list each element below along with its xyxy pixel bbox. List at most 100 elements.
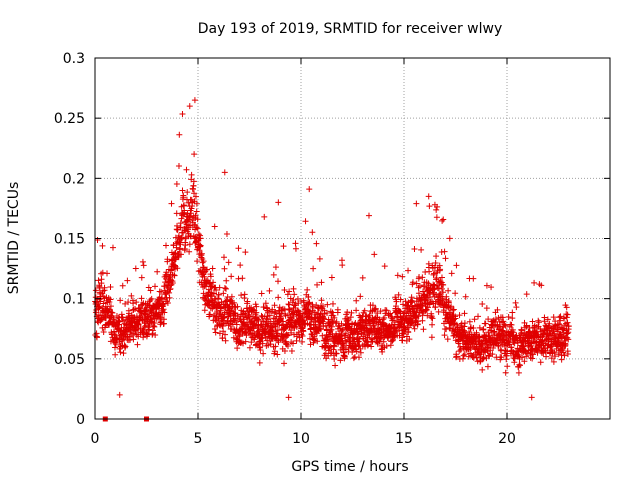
data-point xyxy=(272,309,279,316)
data-point xyxy=(338,335,345,342)
data-point xyxy=(483,282,490,289)
data-point xyxy=(359,274,366,281)
data-point xyxy=(306,308,313,315)
y-tick-label: 0.05 xyxy=(54,352,85,368)
data-point xyxy=(328,274,335,281)
data-point xyxy=(128,292,135,299)
data-point xyxy=(216,330,223,337)
y-tick-label: 0 xyxy=(76,412,85,428)
data-point xyxy=(292,240,299,247)
data-point xyxy=(107,338,114,345)
data-point xyxy=(234,303,241,310)
data-point xyxy=(439,289,446,296)
data-point xyxy=(329,300,336,307)
data-point xyxy=(228,273,235,280)
data-point xyxy=(535,319,542,326)
data-point xyxy=(255,316,262,323)
data-point xyxy=(556,314,563,321)
data-point xyxy=(274,327,281,334)
data-point xyxy=(509,309,516,316)
data-point xyxy=(154,268,161,275)
data-point xyxy=(295,308,302,315)
data-point xyxy=(342,330,349,337)
data-point xyxy=(564,311,571,318)
data-point xyxy=(238,292,245,299)
data-point xyxy=(416,283,423,290)
data-point xyxy=(318,279,325,286)
data-point xyxy=(160,306,167,313)
data-point xyxy=(286,301,293,308)
data-point xyxy=(250,306,257,313)
data-point xyxy=(544,344,551,351)
data-point xyxy=(221,284,228,291)
data-point xyxy=(500,318,507,325)
data-point xyxy=(223,301,230,308)
data-point xyxy=(310,265,317,272)
data-point xyxy=(513,304,520,311)
data-point xyxy=(446,235,453,242)
data-point xyxy=(209,265,216,272)
data-point xyxy=(117,297,124,304)
data-point xyxy=(397,296,404,303)
data-point xyxy=(340,349,347,356)
data-point xyxy=(313,240,320,247)
data-point xyxy=(319,303,326,310)
outlier-point xyxy=(285,394,292,401)
data-point xyxy=(241,310,248,317)
data-point xyxy=(244,298,251,305)
data-point xyxy=(272,323,279,330)
data-point xyxy=(211,223,218,230)
data-point xyxy=(562,342,569,349)
data-point xyxy=(109,309,116,316)
data-point xyxy=(189,217,196,224)
data-point xyxy=(219,334,226,341)
data-point xyxy=(430,271,437,278)
data-point xyxy=(432,304,439,310)
data-point xyxy=(497,323,504,330)
data-point xyxy=(537,359,544,366)
data-point xyxy=(130,300,137,307)
outlier-point xyxy=(425,193,432,200)
data-point xyxy=(445,287,452,294)
data-point xyxy=(471,316,478,323)
data-point xyxy=(390,317,397,324)
data-point xyxy=(305,300,312,307)
data-point xyxy=(385,335,392,342)
data-point xyxy=(150,323,157,330)
data-point xyxy=(352,342,359,349)
data-point xyxy=(281,347,288,354)
x-tick-label: 5 xyxy=(194,431,203,447)
data-point xyxy=(448,270,455,277)
data-point xyxy=(435,285,442,292)
data-point xyxy=(429,315,436,322)
data-point xyxy=(544,316,551,323)
y-tick-label: 0.25 xyxy=(54,111,85,127)
data-point xyxy=(338,320,345,327)
data-point xyxy=(146,326,153,333)
data-point xyxy=(111,344,118,351)
data-point xyxy=(97,298,104,305)
data-point xyxy=(180,192,187,199)
data-point xyxy=(362,343,369,350)
data-point xyxy=(222,331,229,338)
data-point xyxy=(425,282,432,289)
data-point xyxy=(455,340,462,347)
data-point xyxy=(380,316,387,323)
data-point xyxy=(124,277,131,284)
data-point xyxy=(519,354,526,361)
data-point xyxy=(431,270,438,277)
data-point xyxy=(221,265,228,272)
data-point xyxy=(402,298,409,305)
data-point xyxy=(353,307,360,314)
data-point xyxy=(325,338,332,345)
data-point xyxy=(505,313,512,320)
data-point xyxy=(482,320,489,327)
data-point xyxy=(383,342,390,349)
data-point xyxy=(225,259,232,266)
data-point xyxy=(564,350,571,357)
data-point xyxy=(188,171,195,178)
data-point xyxy=(399,330,406,337)
data-point xyxy=(139,301,146,308)
data-point xyxy=(468,344,475,351)
data-point xyxy=(167,285,174,292)
